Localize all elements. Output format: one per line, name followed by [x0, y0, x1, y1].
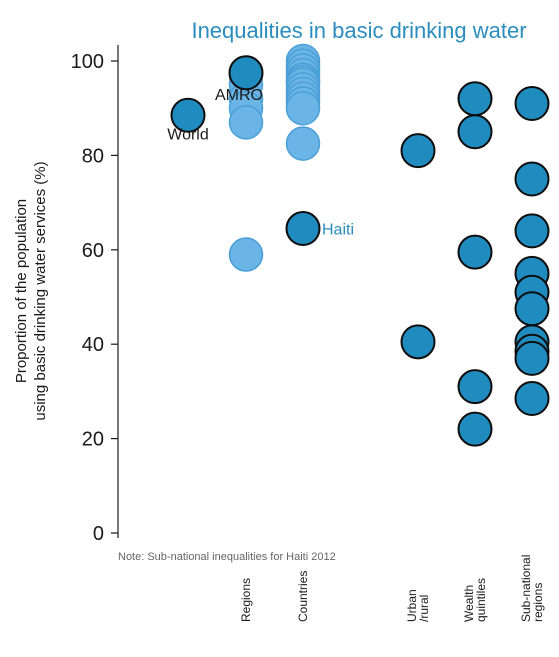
data-point-world-dark-0	[170, 97, 206, 133]
x-label-urban_rural-0: Urban	[405, 589, 419, 622]
chart-annotations: World AMRO Haiti	[167, 87, 354, 239]
y-tick-label-3: 60	[82, 240, 104, 262]
data-point-subnational-dark-9	[514, 380, 550, 416]
x-label-subnational-0: Sub-national	[519, 555, 533, 622]
chart-marks	[170, 43, 550, 447]
chart-note: Note: Sub-national inequalities for Hait…	[118, 551, 336, 563]
y-tick-label-2: 40	[82, 334, 104, 356]
annotation-amro: AMRO	[215, 87, 263, 104]
data-point-wealth-dark-0	[457, 81, 493, 117]
y-axis-label: Proportion of the population using basic…	[13, 161, 49, 420]
x-label-urban_rural-1: /rural	[417, 595, 431, 622]
x-label-subnational-1: regions	[531, 583, 545, 622]
data-point-regions-light-4	[228, 105, 264, 140]
data-point-subnational-dark-1	[514, 161, 550, 197]
data-point-countries-light-11	[285, 90, 321, 126]
data-point-regions-dark-0	[228, 55, 264, 91]
y-tick-label-5: 100	[71, 51, 104, 73]
annotation-world: World	[167, 126, 209, 143]
x-label-wealth-0: Wealth	[462, 585, 476, 622]
annotation-haiti: Haiti	[322, 222, 354, 239]
data-point-regions-light-5	[228, 237, 264, 272]
chart-title: Inequalities in basic drinking water	[191, 18, 526, 43]
y-axis-label-line-1: Proportion of the population	[13, 199, 30, 383]
data-point-countries-dark-0	[285, 211, 321, 247]
x-axis-labels: Regions Countries Urban/rural Wealthquintil…	[239, 555, 545, 622]
x-label-countries-0: Countries	[296, 571, 310, 622]
data-point-wealth-dark-3	[457, 369, 493, 405]
data-point-subnational-dark-2	[514, 213, 550, 249]
x-label-wealth-1: quintiles	[474, 578, 488, 622]
x-label-regions-0: Regions	[239, 578, 253, 622]
data-point-wealth-dark-4	[457, 411, 493, 447]
y-axis-label-line-2: using basic drinking water services (%)	[32, 161, 49, 420]
data-point-countries-light-12	[285, 126, 321, 161]
y-axis-ticks: 0 20 40 60 80 100	[71, 51, 118, 545]
data-point-wealth-dark-2	[457, 234, 493, 270]
y-tick-label-0: 0	[93, 523, 104, 545]
data-point-wealth-dark-1	[457, 114, 493, 150]
data-point-urban_rural-dark-0	[400, 133, 436, 169]
data-point-urban_rural-dark-1	[400, 324, 436, 360]
data-point-subnational-dark-0	[514, 85, 550, 121]
data-point-subnational-dark-8	[514, 340, 550, 376]
y-tick-label-4: 80	[82, 145, 104, 167]
y-tick-label-1: 20	[82, 429, 104, 451]
data-point-subnational-dark-5	[514, 291, 550, 327]
